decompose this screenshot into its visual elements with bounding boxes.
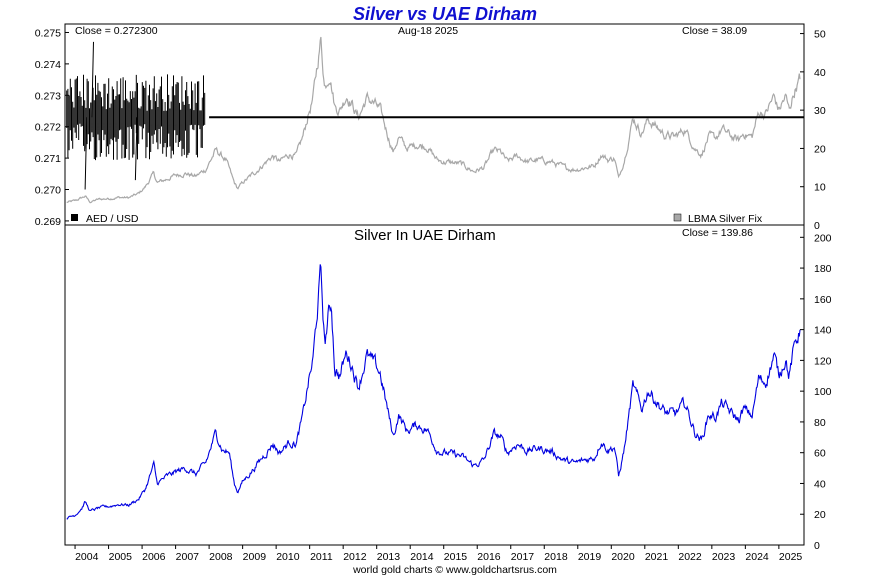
right-axis-tick-label: 10 bbox=[814, 182, 826, 194]
bottom-y-tick-label: 180 bbox=[814, 263, 832, 275]
x-axis-tick-label: 2014 bbox=[410, 551, 434, 563]
chart-title: Silver vs UAE Dirham bbox=[353, 4, 537, 24]
aed-usd-series-group bbox=[66, 41, 804, 190]
x-axis-tick-label: 2023 bbox=[712, 551, 736, 563]
legend-silver-label: LBMA Silver Fix bbox=[688, 213, 763, 225]
left-axis-tick-label: 0.273 bbox=[35, 90, 61, 102]
silver-fix-series-group bbox=[66, 36, 801, 204]
bottom-panel-title: Silver In UAE Dirham bbox=[354, 227, 496, 244]
close-silver-label: Close = 38.09 bbox=[682, 25, 747, 37]
silver-fix-line bbox=[66, 36, 801, 204]
x-axis-tick-label: 2016 bbox=[477, 551, 501, 563]
legend-aed-label: AED / USD bbox=[86, 213, 139, 225]
left-axis-tick-label: 0.274 bbox=[35, 59, 61, 71]
x-axis-tick-label: 2004 bbox=[75, 551, 99, 563]
bottom-y-tick-label: 100 bbox=[814, 386, 832, 398]
close-aed-label: Close = 0.272300 bbox=[75, 25, 158, 37]
x-axis-tick-label: 2007 bbox=[176, 551, 200, 563]
x-axis-tick-label: 2012 bbox=[343, 551, 367, 563]
bottom-y-tick-label: 60 bbox=[814, 448, 826, 460]
bottom-y-tick-label: 20 bbox=[814, 509, 826, 521]
right-axis-tick-label: 50 bbox=[814, 29, 826, 41]
x-axis-tick-label: 2024 bbox=[745, 551, 769, 563]
right-axis-tick-label: 30 bbox=[814, 105, 826, 117]
x-axis-tick-label: 2009 bbox=[243, 551, 267, 563]
x-axis-tick-label: 2008 bbox=[209, 551, 233, 563]
bottom-y-tick-label: 160 bbox=[814, 294, 832, 306]
x-axis-tick-label: 2011 bbox=[310, 551, 333, 563]
bottom-y-tick-label: 40 bbox=[814, 478, 826, 490]
bottom-y-tick-label: 80 bbox=[814, 417, 826, 429]
aed-usd-spikes bbox=[84, 41, 138, 190]
x-axis-tick-label: 2017 bbox=[511, 551, 535, 563]
x-axis-tick-label: 2022 bbox=[678, 551, 702, 563]
bottom-y-tick-label: 140 bbox=[814, 325, 832, 337]
aed-usd-volatile-segment bbox=[66, 74, 206, 161]
x-axis-tick-label: 2018 bbox=[544, 551, 568, 563]
bottom-y-tick-label: 200 bbox=[814, 232, 832, 244]
right-axis-tick-label: 0 bbox=[814, 220, 820, 232]
right-axis-tick-label: 40 bbox=[814, 67, 826, 79]
legend-silver-swatch bbox=[673, 213, 682, 222]
bottom-y-tick-label: 0 bbox=[814, 540, 820, 552]
left-axis-tick-label: 0.275 bbox=[35, 27, 61, 39]
axes-group: 0.269 0.270 0.271 0.272 0.273 0.274 0.275 0 10 20… bbox=[35, 27, 832, 563]
x-axis-tick-label: 2015 bbox=[444, 551, 468, 563]
x-axis-tick-label: 2005 bbox=[109, 551, 133, 563]
date-label: Aug-18 2025 bbox=[398, 25, 458, 37]
left-axis-tick-label: 0.272 bbox=[35, 122, 61, 134]
x-axis-tick-label: 2019 bbox=[578, 551, 602, 563]
silver-in-aed-series-group bbox=[66, 264, 801, 520]
bottom-panel-frame bbox=[64, 224, 805, 546]
bottom-y-tick-label: 120 bbox=[814, 355, 832, 367]
left-axis-tick-label: 0.270 bbox=[35, 185, 61, 197]
left-axis-tick-label: 0.271 bbox=[35, 153, 61, 165]
right-axis-tick-label: 20 bbox=[814, 143, 826, 155]
x-axis-tick-label: 2021 bbox=[645, 551, 669, 563]
left-axis-tick-label: 0.269 bbox=[35, 216, 61, 228]
x-axis-tick-label: 2010 bbox=[276, 551, 300, 563]
x-axis-tick-label: 2025 bbox=[779, 551, 803, 563]
silver-in-aed-line bbox=[66, 264, 801, 520]
x-axis-tick-label: 2013 bbox=[377, 551, 401, 563]
close-bottom-label: Close = 139.86 bbox=[682, 227, 753, 239]
x-axis-tick-label: 2006 bbox=[142, 551, 166, 563]
legend-aed-swatch bbox=[71, 214, 78, 221]
footer-credit: world gold charts © www.goldchartsrus.co… bbox=[352, 564, 557, 575]
x-axis-tick-label: 2020 bbox=[611, 551, 635, 563]
